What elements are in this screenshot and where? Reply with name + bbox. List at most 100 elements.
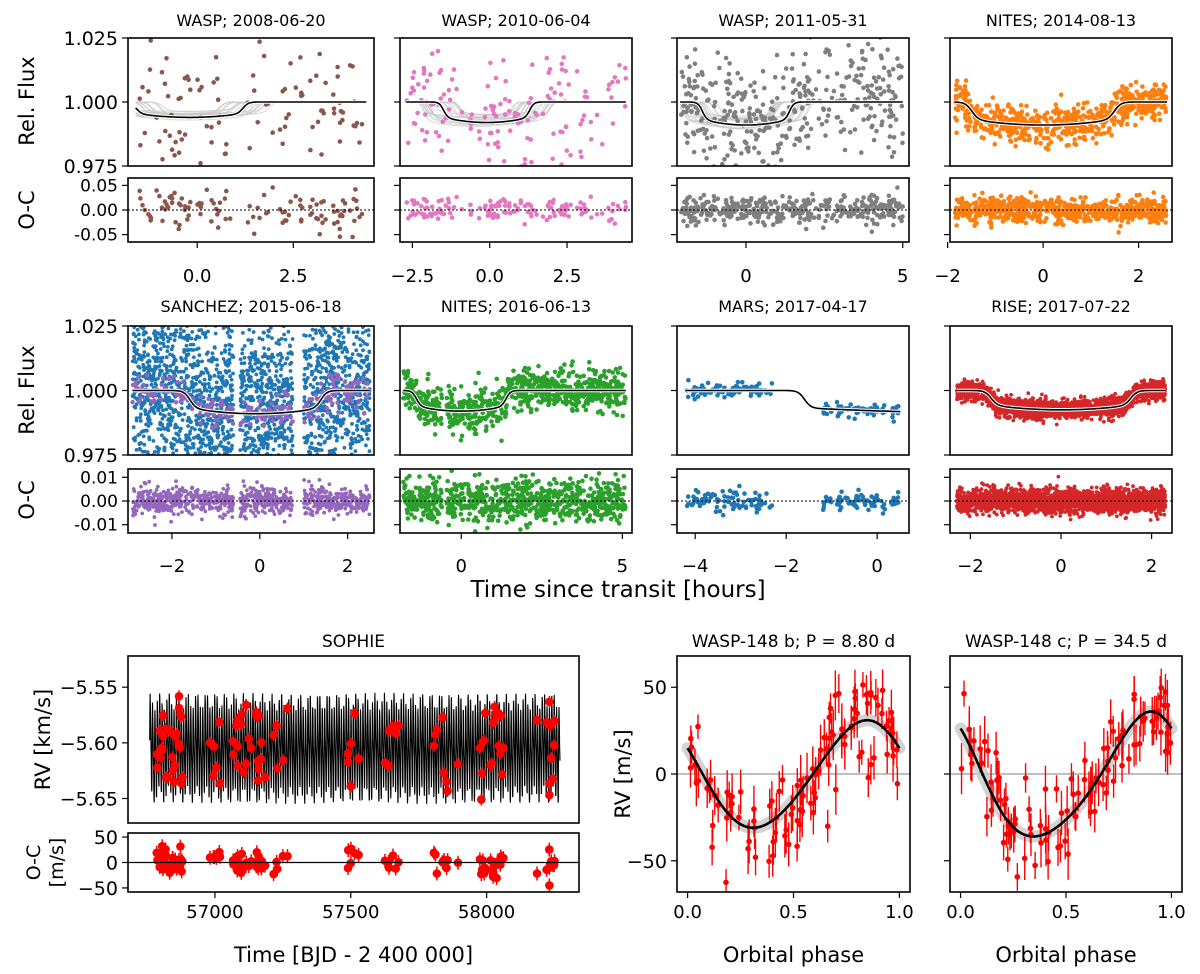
flux-point — [317, 421, 322, 425]
residual-point — [282, 209, 288, 214]
residual-point — [1144, 199, 1150, 205]
residual-point — [154, 188, 159, 193]
flux-point — [204, 123, 210, 129]
flux-point — [1022, 130, 1027, 135]
residual-point — [963, 205, 968, 211]
flux-point — [314, 73, 319, 78]
residual-point — [245, 220, 251, 225]
flux-point — [753, 137, 759, 142]
flux-point — [140, 84, 145, 90]
flux-point — [286, 385, 291, 390]
flux-point — [190, 464, 194, 468]
flux-point — [215, 403, 219, 407]
flux-point — [328, 341, 333, 346]
flux-point — [781, 110, 786, 116]
flux-point — [179, 137, 185, 142]
residual-point — [293, 194, 299, 199]
flux-point — [485, 142, 491, 147]
flux-point — [729, 102, 735, 107]
residual-point — [507, 204, 512, 209]
residual-point — [540, 214, 546, 219]
flux-point — [149, 260, 153, 264]
flux-point — [242, 463, 246, 467]
residual-point — [282, 218, 288, 223]
flux-point — [336, 380, 340, 385]
flux-point — [132, 349, 137, 354]
flux-point — [247, 476, 251, 480]
residual-point — [1151, 207, 1156, 212]
flux-point — [841, 84, 846, 89]
flux-point — [1009, 106, 1014, 111]
flux-point — [558, 92, 564, 97]
residual-point — [970, 217, 976, 223]
residual-point — [610, 201, 616, 207]
flux-point — [333, 447, 338, 452]
flux-point — [153, 299, 157, 303]
flux-point — [147, 67, 153, 72]
flux-point — [877, 85, 883, 91]
flux-point — [268, 391, 273, 396]
flux-point — [1150, 115, 1155, 120]
flux-point — [327, 382, 332, 387]
flux-point — [227, 347, 232, 352]
flux-point — [251, 475, 255, 479]
residual-point — [865, 215, 870, 221]
flux-point — [342, 168, 347, 173]
flux-point — [302, 395, 307, 399]
flux-point — [158, 371, 162, 376]
residual-point — [257, 215, 262, 221]
residual-point — [138, 196, 143, 201]
flux-point — [318, 370, 323, 374]
flux-point — [137, 337, 141, 342]
flux-point — [525, 118, 531, 123]
flux-point — [164, 459, 168, 463]
flux-point — [959, 90, 965, 96]
residual-point — [1095, 203, 1101, 208]
flux-point — [187, 461, 191, 465]
flux-point — [158, 341, 162, 345]
flux-point — [362, 303, 366, 307]
flux-point — [158, 368, 163, 373]
flux-point — [214, 367, 219, 372]
panel-title: WASP; 2008-06-20 — [176, 11, 325, 30]
residual-point — [983, 210, 989, 215]
residual-point — [998, 214, 1003, 219]
flux-point — [137, 96, 142, 101]
flux-point — [862, 96, 868, 102]
flux-point — [318, 321, 322, 325]
flux-point — [753, 116, 759, 122]
residual-point — [692, 218, 697, 223]
flux-point — [223, 458, 227, 462]
residual-point — [811, 197, 816, 203]
residual-point — [749, 196, 754, 201]
flux-point — [279, 316, 283, 320]
flux-point — [738, 76, 744, 81]
residual-point — [331, 221, 337, 226]
residual-point — [1001, 199, 1007, 204]
flux-point — [342, 462, 346, 466]
residual-point — [998, 210, 1004, 215]
residual-point — [251, 231, 257, 237]
flux-point — [164, 438, 169, 443]
flux-point — [989, 109, 994, 114]
flux-point — [282, 332, 286, 337]
residual-point — [1070, 212, 1076, 218]
flux-point — [229, 427, 234, 432]
flux-point — [298, 55, 303, 60]
flux-point — [160, 275, 164, 279]
flux-point — [277, 443, 282, 448]
flux-point — [271, 447, 276, 452]
flux-point — [851, 103, 857, 109]
residual-point — [338, 212, 344, 217]
flux-point — [324, 366, 328, 371]
residual-point — [578, 200, 583, 205]
flux-point — [870, 47, 875, 52]
flux-point — [469, 112, 475, 117]
flux-point — [313, 435, 317, 439]
flux-point — [325, 436, 330, 441]
residual-point — [1086, 210, 1092, 216]
flux-point — [139, 378, 143, 383]
residual-point — [176, 201, 182, 206]
x-tick-label: 2.5 — [553, 266, 582, 287]
flux-point — [274, 369, 279, 374]
